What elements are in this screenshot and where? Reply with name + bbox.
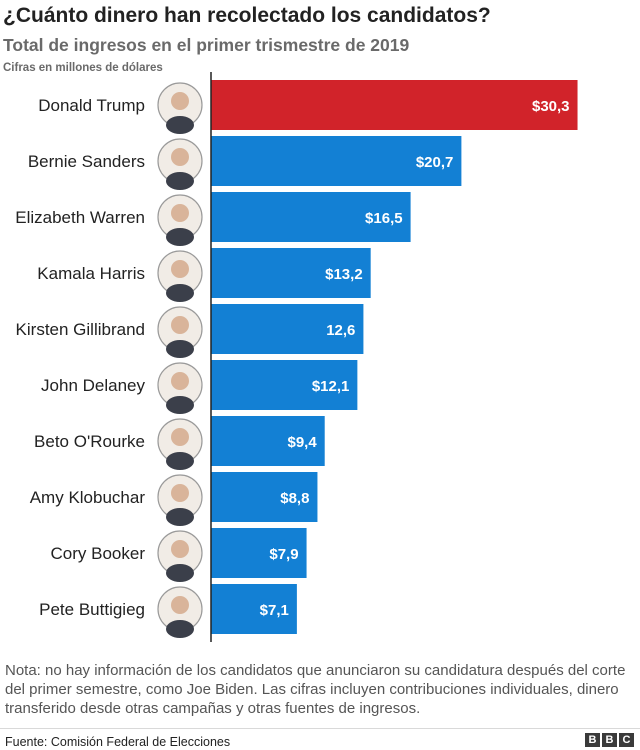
logo-letter: C bbox=[619, 733, 634, 747]
footnote: Nota: no hay información de los candidat… bbox=[5, 662, 626, 717]
category-label: Donald Trump bbox=[38, 96, 145, 115]
bar-row: Amy Klobuchar $8,8 bbox=[30, 472, 318, 526]
bar bbox=[211, 80, 578, 130]
category-label: Amy Klobuchar bbox=[30, 488, 146, 507]
bar-row: Kirsten Gillibrand 12,6 bbox=[16, 304, 364, 358]
bbc-logo: B B C bbox=[585, 733, 634, 747]
bar-row: Kamala Harris $13,2 bbox=[37, 248, 371, 302]
category-label: Kirsten Gillibrand bbox=[16, 320, 145, 339]
source-note: Fuente: Comisión Federal de Elecciones bbox=[5, 735, 231, 749]
data-label: $30,3 bbox=[532, 98, 570, 115]
bar-row: Elizabeth Warren $16,5 bbox=[15, 192, 411, 246]
candidate-portrait-icon bbox=[157, 250, 203, 302]
candidate-portrait-icon bbox=[157, 194, 203, 246]
bar bbox=[211, 248, 371, 298]
candidate-portrait-icon bbox=[157, 418, 203, 470]
bar-row: Donald Trump $30,3 bbox=[38, 80, 578, 134]
bar bbox=[211, 416, 325, 466]
candidate-portrait-icon bbox=[157, 362, 203, 414]
bar-chart: Donald Trump $30,3 Bernie Sanders $20,7 Eliz… bbox=[15, 72, 578, 642]
chart-subtitle: Total de ingresos en el primer trismestr… bbox=[3, 35, 410, 55]
bar bbox=[211, 304, 364, 354]
bar bbox=[211, 360, 358, 410]
data-label: $9,4 bbox=[288, 434, 318, 451]
category-label: Elizabeth Warren bbox=[15, 208, 145, 227]
candidate-portrait-icon bbox=[157, 474, 203, 526]
bar-row: Bernie Sanders $20,7 bbox=[28, 136, 462, 190]
bar-row: Cory Booker $7,9 bbox=[51, 528, 307, 582]
category-label: Pete Buttigieg bbox=[39, 600, 145, 619]
bar-row: Beto O'Rourke $9,4 bbox=[34, 416, 325, 470]
bar-row: Pete Buttigieg $7,1 bbox=[39, 584, 297, 638]
unit-note: Cifras en millones de dólares bbox=[3, 62, 163, 74]
data-label: $8,8 bbox=[280, 490, 309, 507]
category-label: Beto O'Rourke bbox=[34, 432, 145, 451]
bar bbox=[211, 528, 307, 578]
candidate-portrait-icon bbox=[157, 586, 203, 638]
category-label: Kamala Harris bbox=[37, 264, 145, 283]
data-label: $13,2 bbox=[325, 266, 363, 283]
chart-title: ¿Cuánto dinero han recolectado los candi… bbox=[3, 4, 491, 27]
candidate-portrait-icon bbox=[157, 138, 203, 190]
data-label: $7,9 bbox=[269, 546, 298, 563]
logo-letter: B bbox=[585, 733, 600, 747]
data-label: $20,7 bbox=[416, 154, 454, 171]
candidate-portrait-icon bbox=[157, 82, 203, 134]
category-label: Bernie Sanders bbox=[28, 152, 145, 171]
category-label: John Delaney bbox=[41, 376, 145, 395]
data-label: 12,6 bbox=[326, 322, 355, 339]
candidate-portrait-icon bbox=[157, 306, 203, 358]
footer-divider bbox=[0, 728, 640, 729]
bar bbox=[211, 584, 297, 634]
bar-row: John Delaney $12,1 bbox=[41, 360, 358, 414]
logo-letter: B bbox=[602, 733, 617, 747]
bar bbox=[211, 472, 318, 522]
data-label: $7,1 bbox=[260, 602, 289, 619]
category-label: Cory Booker bbox=[51, 544, 146, 563]
bar bbox=[211, 192, 411, 242]
data-label: $16,5 bbox=[365, 210, 403, 227]
bar bbox=[211, 136, 462, 186]
candidate-portrait-icon bbox=[157, 530, 203, 582]
data-label: $12,1 bbox=[312, 378, 350, 395]
